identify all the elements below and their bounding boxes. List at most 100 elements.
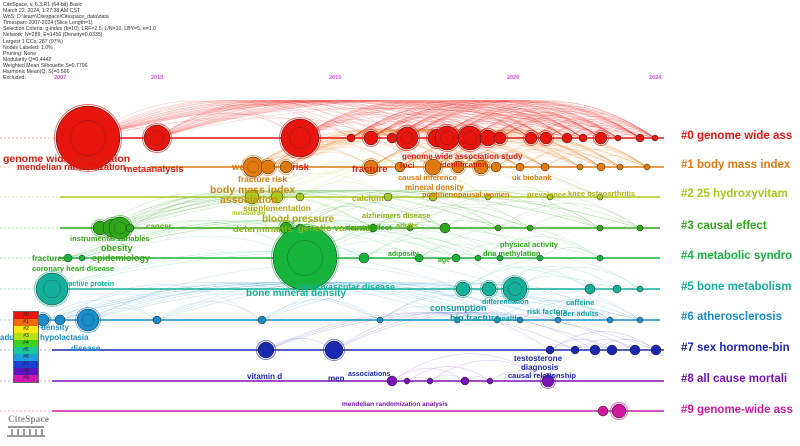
keyword-node[interactable] [414,253,424,263]
keyword-node[interactable] [34,271,70,307]
keyword-node[interactable] [546,193,554,201]
keyword-node[interactable] [456,124,484,152]
keyword-node[interactable] [386,375,398,387]
keyword-node[interactable] [423,157,443,177]
keyword-node[interactable] [323,339,345,361]
keyword-node[interactable] [614,134,622,142]
keyword-node[interactable] [492,130,508,146]
keyword-node[interactable] [493,316,501,324]
keyword-node[interactable] [142,123,172,153]
keyword-node[interactable] [501,275,529,303]
keyword-node[interactable] [516,316,524,324]
keyword-nodes[interactable] [34,104,662,420]
keyword-node[interactable] [650,344,662,356]
keyword-node[interactable] [257,315,267,325]
keyword-node[interactable] [636,224,644,232]
keyword-node[interactable] [636,285,644,293]
citation-arc [87,100,408,139]
keyword-node[interactable] [635,133,645,143]
citation-arc [370,100,584,139]
keyword-node[interactable] [125,223,135,233]
keyword-node[interactable] [606,344,618,356]
keyword-node[interactable] [78,254,86,262]
keyword-node[interactable] [383,192,393,202]
keyword-node[interactable] [362,129,380,147]
keyword-node[interactable] [346,133,356,143]
citation-arc [617,131,656,139]
keyword-node[interactable] [540,162,550,172]
keyword-node[interactable] [403,377,411,385]
keyword-node[interactable] [451,253,461,263]
keyword-node[interactable] [454,280,472,298]
keyword-node[interactable] [490,161,502,173]
keyword-node[interactable] [612,284,622,294]
keyword-node[interactable] [540,373,556,389]
keyword-node[interactable] [480,280,498,298]
keyword-node[interactable] [570,345,580,355]
keyword-node[interactable] [576,163,584,171]
keyword-node[interactable] [474,254,482,262]
keyword-node[interactable] [561,132,573,144]
keyword-node[interactable] [597,405,609,417]
keyword-node[interactable] [610,402,628,420]
keyword-node[interactable] [54,104,122,172]
keyword-node[interactable] [259,158,277,176]
keyword-node[interactable] [596,224,604,232]
keyword-node[interactable] [596,193,604,201]
keyword-node[interactable] [428,192,438,202]
keyword-node[interactable] [596,254,604,262]
keyword-node[interactable] [596,162,606,172]
keyword-node[interactable] [256,340,276,360]
keyword-node[interactable] [554,316,562,324]
keyword-node[interactable] [279,117,321,159]
keyword-node[interactable] [538,130,554,146]
keyword-node[interactable] [386,132,398,144]
keyword-node[interactable] [394,125,420,151]
keyword-node[interactable] [545,345,555,355]
keyword-node[interactable] [593,130,609,146]
keyword-node[interactable] [152,315,162,325]
keyword-node[interactable] [63,253,73,263]
keyword-node[interactable] [362,158,380,176]
keyword-node[interactable] [376,316,384,324]
keyword-node[interactable] [496,254,504,262]
keyword-node[interactable] [584,283,596,295]
keyword-node[interactable] [54,314,66,326]
keyword-node[interactable] [484,193,492,201]
keyword-node[interactable] [394,161,406,173]
keyword-node[interactable] [578,133,588,143]
keyword-node[interactable] [494,224,502,232]
keyword-node[interactable] [278,159,294,175]
year-label: 2010 [151,75,163,81]
keyword-node[interactable] [636,316,644,324]
keyword-node[interactable] [486,377,494,385]
keyword-node[interactable] [460,376,470,386]
keyword-node[interactable] [450,159,466,175]
keyword-node[interactable] [523,130,539,146]
keyword-node[interactable] [439,222,451,234]
keyword-node[interactable] [426,377,434,385]
keyword-node[interactable] [616,163,624,171]
keyword-node[interactable] [606,316,614,324]
keyword-node[interactable] [295,192,305,202]
citation-arc [285,206,411,229]
keyword-node[interactable] [643,163,651,171]
keyword-node[interactable] [75,307,101,333]
keyword-node[interactable] [406,224,414,232]
keyword-node[interactable] [515,162,525,172]
keyword-node[interactable] [629,344,641,356]
keyword-label: risk factors [527,307,567,316]
keyword-node[interactable] [472,158,490,176]
keyword-node[interactable] [358,252,370,264]
keyword-node[interactable] [536,254,544,262]
keyword-node[interactable] [269,189,285,205]
keyword-node[interactable] [651,134,659,142]
keyword-node[interactable] [243,188,261,206]
keyword-node[interactable] [589,344,601,356]
keyword-node[interactable] [526,224,534,232]
citation-arc [111,190,446,229]
keyword-node[interactable] [271,224,339,292]
keyword-node[interactable] [453,316,461,324]
keyword-node[interactable] [368,223,378,233]
